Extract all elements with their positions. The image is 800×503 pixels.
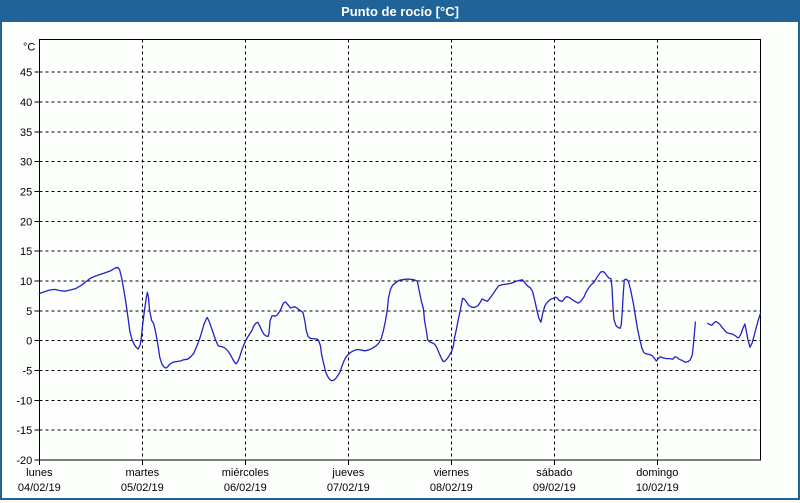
y-axis-label: 10 xyxy=(20,276,32,288)
dewpoint-line-segment xyxy=(38,266,697,382)
y-axis-label: -20 xyxy=(16,455,32,467)
x-axis-day-label: lunes xyxy=(26,467,53,479)
x-axis-date-label: 07/02/19 xyxy=(327,482,370,494)
y-axis-label: 30 xyxy=(20,157,32,169)
x-axis-day-label: jueves xyxy=(331,467,364,479)
y-axis-label: 5 xyxy=(26,306,32,318)
y-axis-label: 15 xyxy=(20,246,32,258)
x-axis-date-label: 08/02/19 xyxy=(430,482,473,494)
plot-frame xyxy=(38,38,761,461)
y-axis-label: 25 xyxy=(20,187,32,199)
title-bar: Punto de rocío [°C] xyxy=(2,2,798,22)
x-axis-date-label: 06/02/19 xyxy=(224,482,267,494)
y-axis-label: 0 xyxy=(26,336,32,348)
x-axis-date-label: 10/02/19 xyxy=(636,482,679,494)
y-axis-label: -15 xyxy=(16,425,32,437)
x-axis-day-label: viernes xyxy=(434,467,470,479)
x-axis-date-label: 05/02/19 xyxy=(121,482,164,494)
x-axis-date-label: 04/02/19 xyxy=(18,482,61,494)
x-axis-day-label: domingo xyxy=(636,467,678,479)
x-axis-day-label: martes xyxy=(125,467,159,479)
y-axis-label: -5 xyxy=(23,366,33,378)
y-axis-label: 45 xyxy=(20,67,32,79)
plot-region: °C 45 40 35 30 25 20 15 10 5 0 -5 -10 -15 -20 lunes 04/0… xyxy=(2,22,798,498)
y-axis-label: -10 xyxy=(16,395,32,407)
chart-title: Punto de rocío [°C] xyxy=(341,4,459,19)
x-axis-date-label: 09/02/19 xyxy=(533,482,576,494)
y-axis-label: 40 xyxy=(20,97,32,109)
x-axis-day-label: sábado xyxy=(536,467,572,479)
y-axis-label: 35 xyxy=(20,127,32,139)
y-axis-label: 20 xyxy=(20,216,32,228)
y-axis-unit-label: °C xyxy=(23,41,35,53)
x-axis-day-label: miércoles xyxy=(222,467,270,479)
dewpoint-line-segment xyxy=(707,313,761,348)
